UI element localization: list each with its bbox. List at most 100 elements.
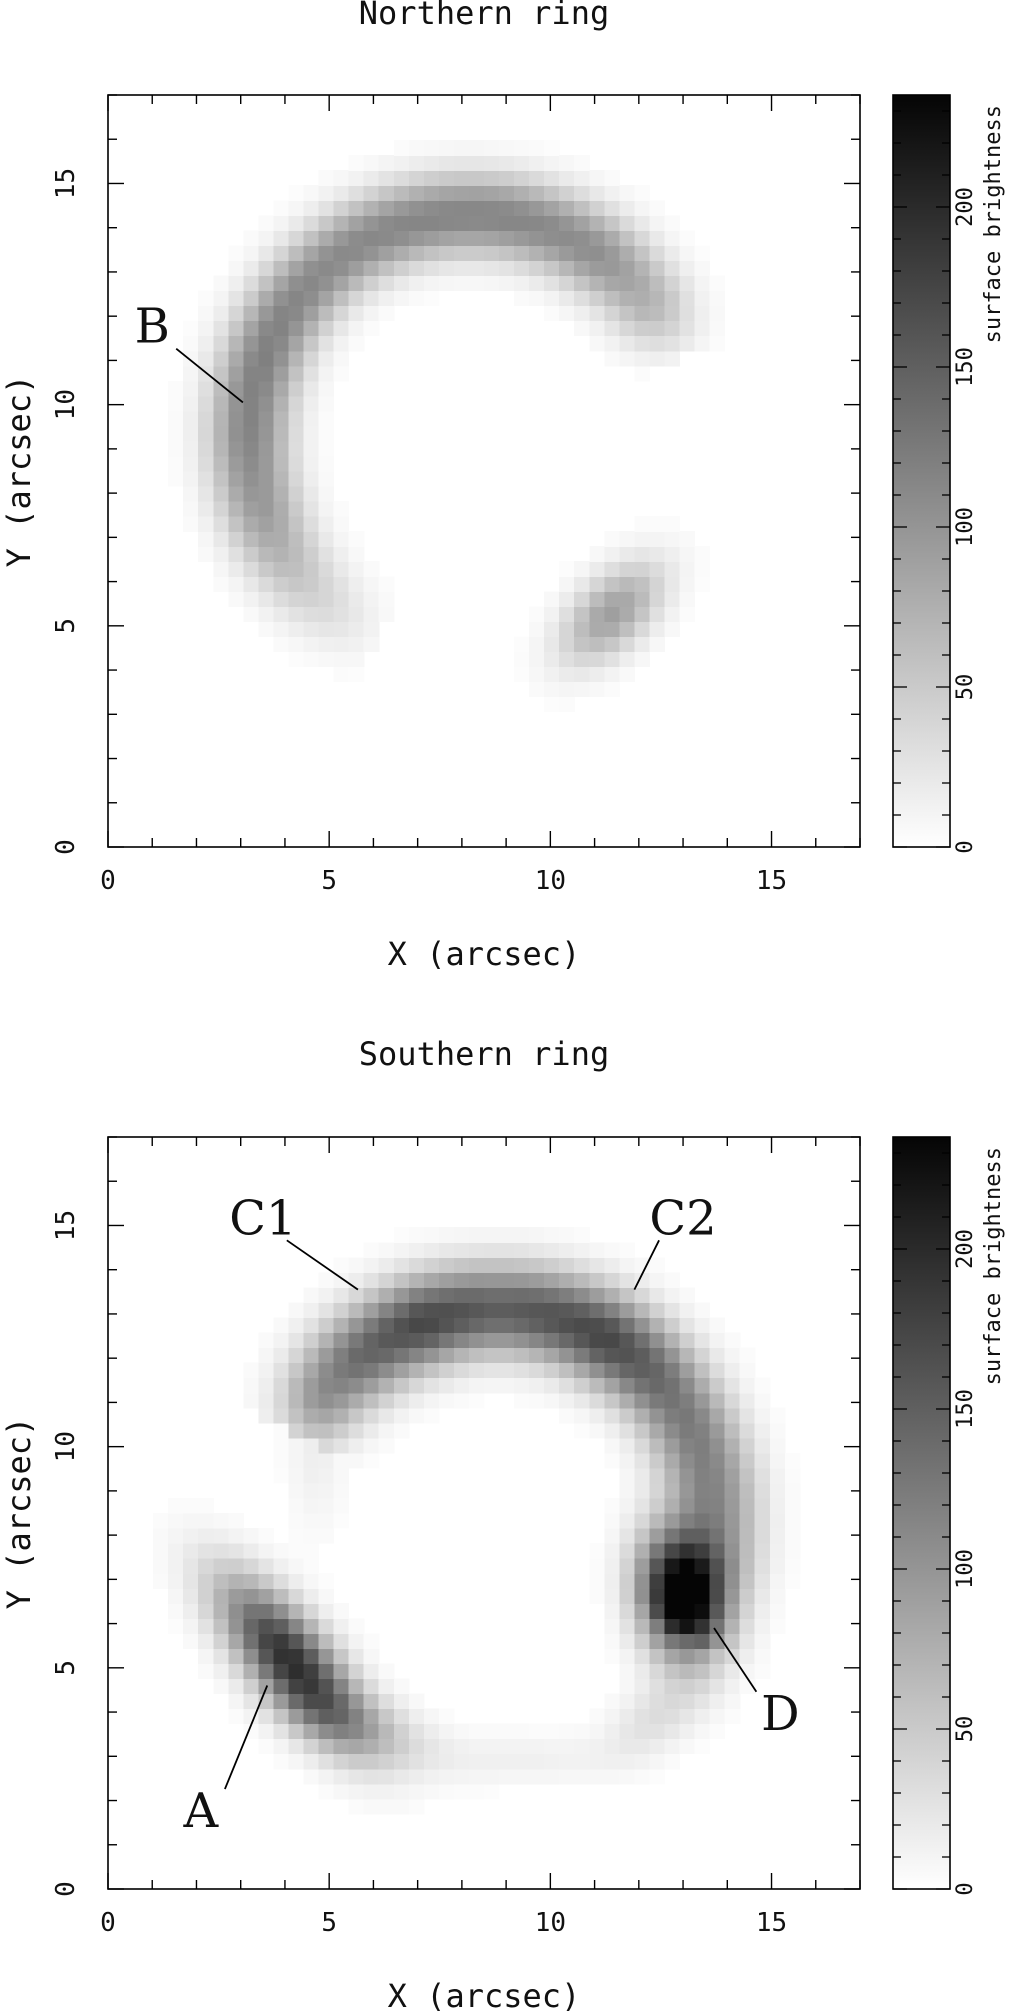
heatmap-pixel bbox=[183, 1618, 199, 1634]
heatmap-pixel bbox=[499, 1723, 515, 1740]
heatmap-pixel bbox=[243, 1648, 259, 1664]
heatmap-pixel bbox=[333, 305, 350, 322]
heatmap-pixel bbox=[378, 170, 395, 186]
heatmap-pixel bbox=[574, 666, 590, 683]
heatmap-pixel bbox=[408, 1347, 425, 1364]
heatmap-pixel bbox=[333, 1377, 350, 1394]
heatmap-pixel bbox=[273, 395, 290, 412]
heatmap-pixel bbox=[619, 636, 635, 653]
heatmap-pixel bbox=[514, 1317, 530, 1334]
heatmap-pixel bbox=[183, 440, 199, 457]
heatmap-pixel bbox=[378, 591, 395, 607]
heatmap-pixel bbox=[589, 621, 605, 638]
heatmap-pixel bbox=[544, 155, 560, 171]
heatmap-pixel bbox=[273, 1603, 290, 1619]
heatmap-pixel bbox=[694, 1347, 711, 1364]
heatmap-pixel bbox=[393, 1407, 410, 1424]
heatmap-pixel bbox=[574, 636, 590, 653]
heatmap-pixel bbox=[619, 1588, 635, 1604]
heatmap-pixel bbox=[333, 531, 350, 547]
heatmap-pixel bbox=[303, 1422, 320, 1439]
heatmap-pixel bbox=[709, 1708, 726, 1725]
heatmap-pixel bbox=[198, 1633, 214, 1649]
heatmap-pixel bbox=[724, 1573, 741, 1589]
heatmap-pixel bbox=[303, 1377, 320, 1394]
heatmap-pixel bbox=[273, 576, 290, 592]
heatmap-pixel bbox=[168, 455, 184, 472]
heatmap-pixel bbox=[303, 531, 320, 547]
heatmap-pixel bbox=[589, 1272, 605, 1288]
heatmap-pixel bbox=[784, 1513, 801, 1529]
heatmap-pixel bbox=[423, 1738, 440, 1755]
heatmap-pixel bbox=[378, 1317, 395, 1334]
heatmap-pixel bbox=[438, 1272, 455, 1288]
heatmap-pixel bbox=[679, 1437, 696, 1454]
heatmap-pixel bbox=[333, 1257, 350, 1273]
heatmap-pixel bbox=[318, 410, 335, 427]
heatmap-pixel bbox=[408, 1302, 425, 1319]
heatmap-pixel bbox=[709, 1317, 726, 1334]
heatmap-pixel bbox=[709, 1573, 726, 1589]
heatmap-pixel bbox=[724, 1543, 741, 1559]
heatmap-pixel bbox=[228, 1648, 244, 1664]
heatmap-pixel bbox=[769, 1603, 786, 1619]
heatmap-pixel bbox=[484, 200, 500, 216]
heatmap-pixel bbox=[499, 1768, 515, 1785]
heatmap-pixel bbox=[378, 1798, 395, 1815]
heatmap-pixel bbox=[258, 1377, 275, 1394]
heatmap-pixel bbox=[559, 1347, 575, 1364]
heatmap-pixel bbox=[318, 290, 335, 307]
heatmap-pixel bbox=[228, 455, 244, 472]
heatmap-pixel bbox=[378, 606, 395, 622]
heatmap-pixel bbox=[544, 651, 560, 668]
heatmap-pixel bbox=[739, 1377, 756, 1394]
heatmap-pixel bbox=[273, 1558, 290, 1574]
heatmap-pixel bbox=[318, 395, 335, 412]
heatmap-pixel bbox=[634, 621, 651, 638]
heatmap-pixel bbox=[273, 1678, 290, 1695]
heatmap-pixel bbox=[544, 606, 560, 622]
heatmap-pixel bbox=[709, 1392, 726, 1409]
heatmap-pixel bbox=[754, 1422, 771, 1439]
heatmap-pixel bbox=[333, 170, 350, 186]
heatmap-pixel bbox=[303, 365, 320, 382]
heatmap-pixel bbox=[303, 335, 320, 352]
heatmap-pixel bbox=[679, 531, 696, 547]
heatmap-pixel bbox=[484, 155, 500, 171]
heatmap-pixel bbox=[453, 1272, 470, 1288]
heatmap-pixel bbox=[288, 1543, 305, 1559]
heatmap-pixel bbox=[228, 1543, 244, 1559]
heatmap-pixel bbox=[228, 305, 244, 322]
heatmap-pixel bbox=[363, 305, 380, 322]
heatmap-pixel bbox=[709, 290, 726, 307]
heatmap-pixel bbox=[468, 1242, 485, 1258]
heatmap-pixel bbox=[213, 1513, 229, 1529]
heatmap-pixel bbox=[499, 200, 515, 216]
heatmap-pixel bbox=[709, 1603, 726, 1619]
heatmap-pixel bbox=[649, 561, 666, 577]
heatmap-pixel bbox=[619, 1768, 635, 1785]
heatmap-pixel bbox=[619, 1753, 635, 1770]
heatmap-pixel bbox=[378, 1422, 395, 1439]
heatmap-pixel bbox=[258, 1588, 275, 1604]
heatmap-pixel bbox=[333, 1603, 350, 1619]
heatmap-pixel bbox=[604, 1543, 620, 1559]
heatmap-pixel bbox=[619, 561, 635, 577]
heatmap-pixel bbox=[318, 1272, 335, 1288]
heatmap-pixel bbox=[739, 1362, 756, 1379]
heatmap-pixel bbox=[634, 290, 651, 307]
heatmap-pixel bbox=[258, 576, 275, 592]
heatmap-pixel bbox=[649, 1603, 666, 1619]
heatmap-pixel bbox=[348, 1317, 365, 1334]
heatmap-image bbox=[168, 140, 726, 713]
colorbar-tick-label: 150 bbox=[953, 1389, 978, 1429]
heatmap-pixel bbox=[363, 1452, 380, 1469]
heatmap-pixel bbox=[619, 576, 635, 592]
heatmap-pixel bbox=[228, 380, 244, 397]
heatmap-pixel bbox=[589, 1768, 605, 1785]
heatmap-pixel bbox=[754, 1452, 771, 1469]
heatmap-pixel bbox=[213, 1663, 229, 1680]
heatmap-pixel bbox=[408, 1708, 425, 1725]
heatmap-pixel bbox=[574, 185, 590, 201]
heatmap-pixel bbox=[484, 1332, 500, 1349]
